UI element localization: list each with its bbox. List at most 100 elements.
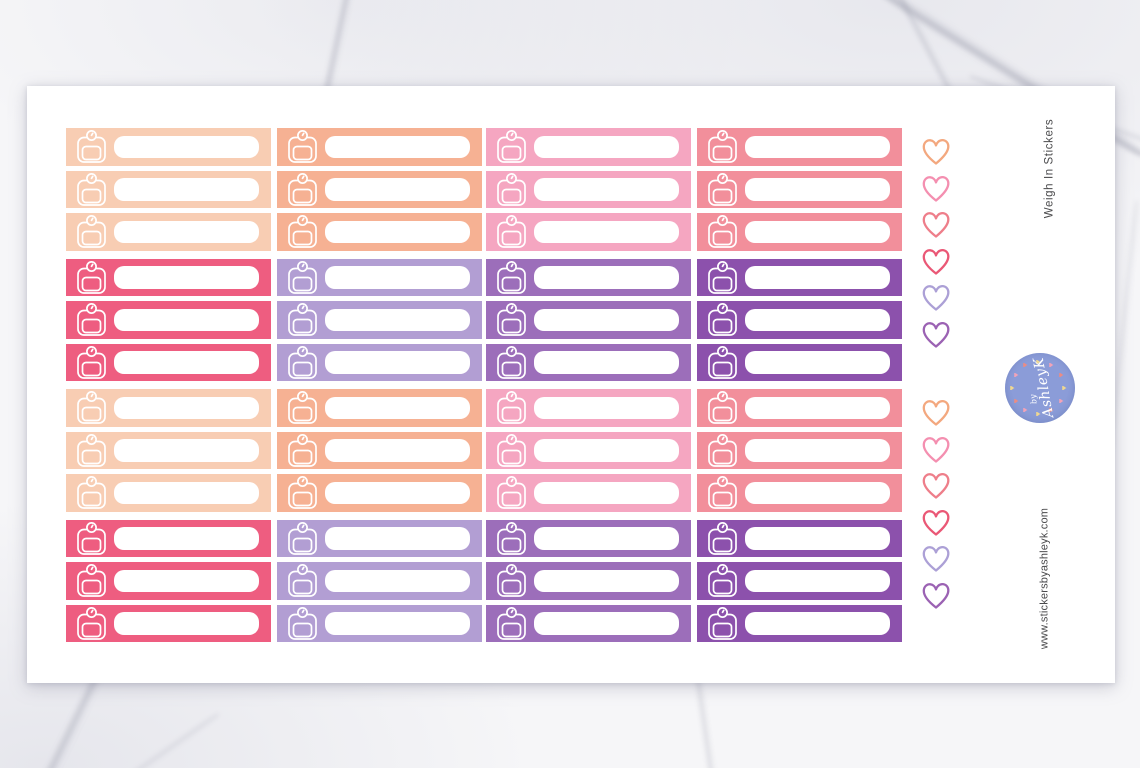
heart-icon	[922, 399, 950, 426]
write-in-slot	[325, 178, 470, 201]
weight-scale-icon	[708, 130, 737, 163]
weight-scale-icon	[77, 303, 106, 336]
weigh-in-strip-sticker	[277, 343, 482, 381]
weight-scale-icon	[497, 345, 526, 379]
weigh-in-strip-sticker	[697, 128, 902, 166]
weigh-in-strip-sticker	[697, 562, 902, 600]
write-in-slot	[745, 178, 890, 201]
weight-scale-icon	[288, 391, 317, 424]
write-in-slot	[534, 266, 679, 289]
heart-sticker	[920, 507, 952, 539]
write-in-slot	[114, 481, 259, 504]
logo-signature: by AshleyK	[1005, 353, 1075, 423]
write-in-slot	[534, 220, 679, 243]
weight-scale-icon	[288, 130, 317, 163]
weigh-in-strip-sticker	[697, 301, 902, 339]
weight-scale-icon	[497, 172, 526, 206]
write-in-slot	[534, 612, 679, 635]
weight-scale-icon	[497, 476, 526, 509]
heart-icon	[922, 436, 950, 463]
heart-icon	[922, 321, 950, 348]
heart-icon	[922, 582, 950, 609]
weigh-in-strip-sticker	[66, 170, 271, 208]
write-in-slot	[325, 612, 470, 635]
weigh-in-strip-sticker	[697, 604, 902, 642]
weight-scale-icon	[288, 564, 317, 597]
write-in-slot	[325, 569, 470, 592]
heart-sticker	[920, 434, 952, 466]
weight-scale-icon	[288, 606, 317, 640]
weight-scale-icon	[288, 172, 317, 206]
weight-scale-icon	[77, 564, 106, 597]
weigh-in-strip-sticker	[66, 343, 271, 381]
weight-scale-icon	[288, 521, 317, 555]
weigh-in-strip-sticker	[66, 301, 271, 339]
weigh-in-strip-sticker	[66, 258, 271, 296]
weight-scale-icon	[497, 215, 526, 248]
weight-scale-icon	[77, 606, 106, 640]
heart-sticker	[920, 173, 952, 205]
heart-sticker	[920, 580, 952, 612]
product-title: Weigh In Stickers	[1043, 118, 1055, 218]
weigh-in-strip-sticker	[277, 213, 482, 251]
weigh-in-strip-sticker	[277, 128, 482, 166]
write-in-slot	[114, 266, 259, 289]
heart-icon	[922, 175, 950, 202]
weigh-in-strip-sticker	[486, 519, 691, 557]
heart-sticker	[920, 397, 952, 429]
weigh-in-strip-sticker	[66, 604, 271, 642]
heart-sticker	[920, 470, 952, 502]
weigh-in-strip-sticker	[486, 301, 691, 339]
write-in-slot	[745, 351, 890, 374]
weight-scale-icon	[708, 345, 737, 379]
weight-scale-icon	[497, 130, 526, 163]
write-in-slot	[534, 396, 679, 419]
weigh-in-strip-sticker	[697, 519, 902, 557]
write-in-slot	[114, 178, 259, 201]
weigh-in-strip-sticker	[277, 389, 482, 427]
weigh-in-strip-sticker	[697, 389, 902, 427]
weight-scale-icon	[77, 521, 106, 555]
weight-scale-icon	[77, 215, 106, 248]
write-in-slot	[114, 308, 259, 331]
weigh-in-strip-sticker	[66, 431, 271, 469]
weigh-in-strip-sticker	[697, 170, 902, 208]
weight-scale-icon	[708, 215, 737, 248]
weight-scale-icon	[708, 260, 737, 294]
weight-scale-icon	[77, 130, 106, 163]
weigh-in-strip-sticker	[277, 562, 482, 600]
website-url: www.stickersbyashleyk.com	[1038, 507, 1050, 649]
weight-scale-icon	[288, 303, 317, 336]
heart-sticker	[920, 282, 952, 314]
weight-scale-icon	[708, 476, 737, 509]
write-in-slot	[745, 439, 890, 462]
weight-scale-icon	[77, 345, 106, 379]
weight-scale-icon	[497, 260, 526, 294]
weight-scale-icon	[77, 260, 106, 294]
weigh-in-strip-sticker	[486, 562, 691, 600]
weight-scale-icon	[77, 476, 106, 509]
weigh-in-strip-sticker	[66, 519, 271, 557]
weigh-in-strip-sticker	[66, 213, 271, 251]
weigh-in-strip-sticker	[486, 128, 691, 166]
weight-scale-icon	[77, 433, 106, 467]
write-in-slot	[114, 569, 259, 592]
heart-icon	[922, 509, 950, 536]
weigh-in-strip-sticker	[486, 604, 691, 642]
heart-icon	[922, 472, 950, 499]
write-in-slot	[114, 612, 259, 635]
weigh-in-strip-sticker	[697, 343, 902, 381]
write-in-slot	[745, 481, 890, 504]
weigh-in-strip-sticker	[277, 301, 482, 339]
heart-icon	[922, 545, 950, 572]
weight-scale-icon	[288, 260, 317, 294]
weigh-in-strip-sticker	[486, 343, 691, 381]
weigh-in-strip-sticker	[697, 258, 902, 296]
weight-scale-icon	[708, 433, 737, 467]
weight-scale-icon	[497, 433, 526, 467]
weigh-in-strip-sticker	[486, 213, 691, 251]
write-in-slot	[745, 220, 890, 243]
write-in-slot	[114, 351, 259, 374]
write-in-slot	[114, 220, 259, 243]
